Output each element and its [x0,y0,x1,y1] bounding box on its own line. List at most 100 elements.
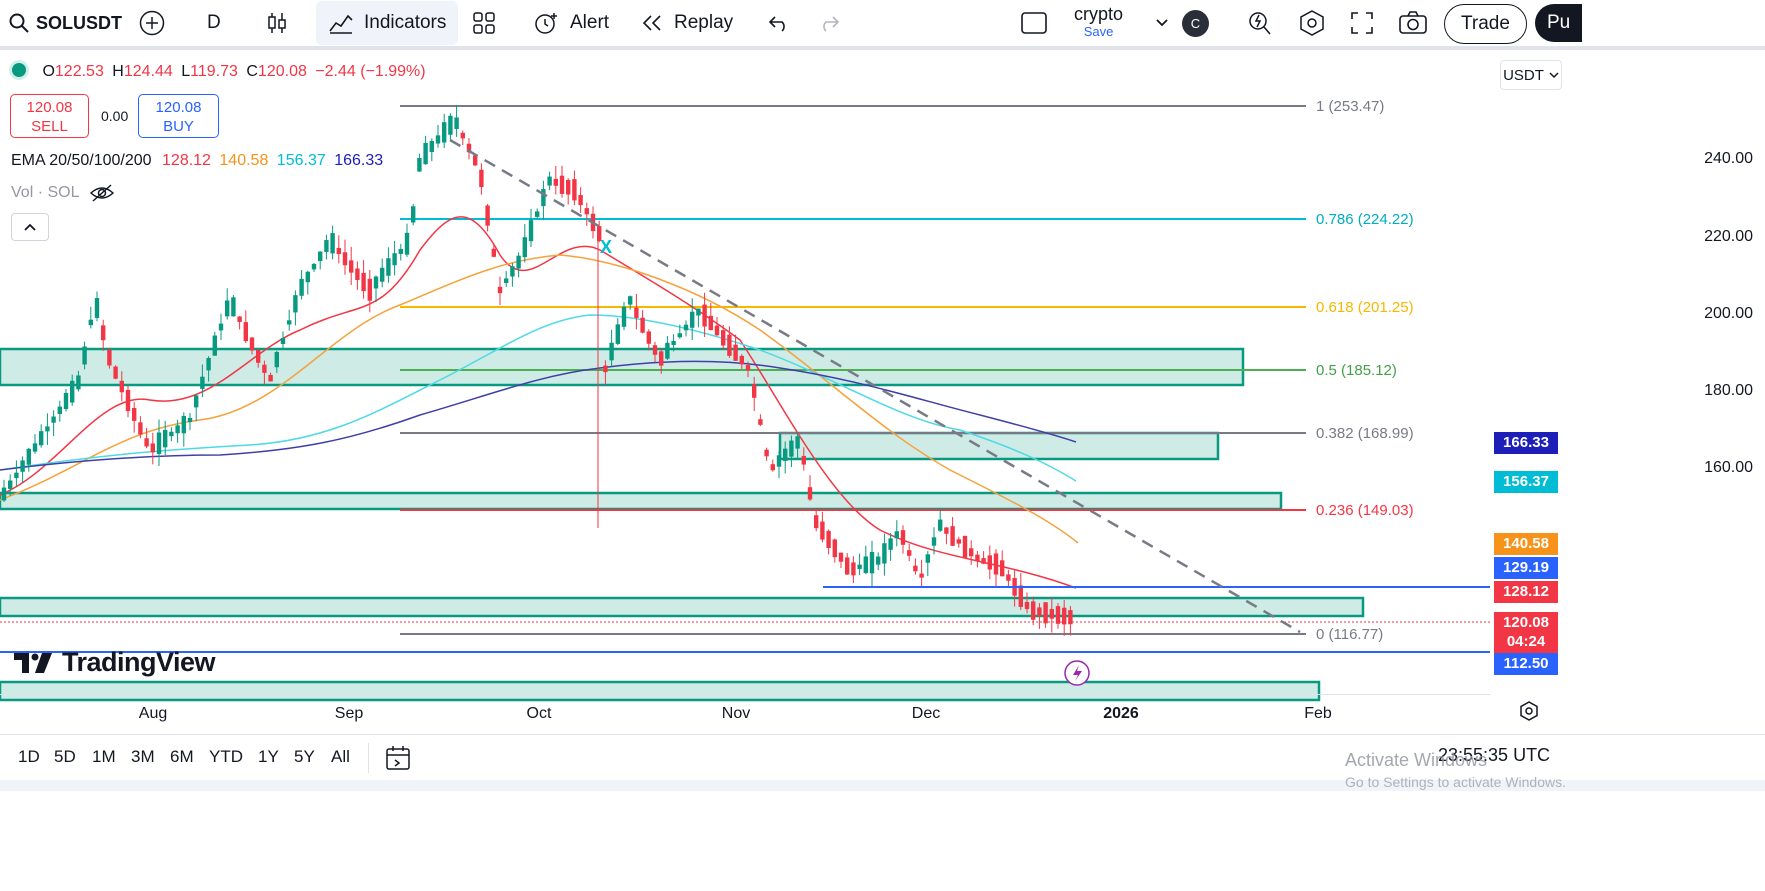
settings-button[interactable] [1298,0,1326,46]
high-value: 124.44 [123,63,173,80]
sell-label: SELL [31,118,68,135]
price-axis-label: 200.00 [1704,305,1753,322]
fib-level-label: 0.618 (201.25) [1316,299,1414,316]
candle [795,436,800,449]
candle [851,562,856,576]
candle [882,543,887,564]
user-avatar[interactable]: C [1182,0,1209,46]
compare-symbol-button[interactable] [139,0,165,46]
price-chart[interactable]: 1 (253.47) 0.786 (224.22) 0.618 (201.25) 0.… [0,50,1765,734]
close-label: C [246,63,258,80]
volume-legend[interactable]: Vol · SOL [11,183,115,203]
alert-button[interactable]: Alert [532,0,609,46]
candle [373,276,379,289]
candle [330,233,335,254]
collapse-legend-button[interactable] [11,213,49,241]
quick-search-button[interactable] [1247,0,1273,46]
candle [597,226,602,242]
range-5y[interactable]: 5Y [294,747,315,766]
axis-settings-button[interactable] [1518,700,1540,727]
candle [256,350,261,363]
windows-activation-hint: Go to Settings to activate Windows. [1345,774,1566,790]
ema20-price-tag: 128.12 [1494,581,1558,603]
range-3m[interactable]: 3M [131,747,155,766]
save-link[interactable]: Save [1083,24,1114,39]
fullscreen-button[interactable] [1350,0,1374,46]
eye-hidden-icon[interactable] [89,183,115,203]
clock[interactable]: 23:55:35 UTC [1438,745,1551,765]
candle [119,380,124,393]
redo-button[interactable] [817,0,841,46]
candle [473,155,478,166]
candle [566,180,571,195]
range-1m[interactable]: 1M [92,747,116,766]
candle [547,176,552,186]
range-6m[interactable]: 6M [170,747,194,766]
candle [993,553,999,575]
candle [510,266,515,277]
gear-hexagon-icon [1300,10,1324,36]
range-1y[interactable]: 1Y [258,747,279,766]
go-to-date-button[interactable] [384,744,412,777]
zone-rectangle [0,491,1283,511]
candle [212,335,217,356]
ohlc-legend: O122.53 H124.44 L119.73 C120.08 −2.44 (−… [12,63,426,81]
ema200-line [0,360,1077,471]
layout-menu-chevron[interactable] [1155,0,1169,46]
alarm-clock-icon [535,13,557,34]
snapshot-button[interactable] [1398,0,1428,46]
ema-legend[interactable]: EMA 20/50/100/200 128.12 140.58 156.37 1… [11,152,383,170]
candle [305,271,310,283]
candle [336,247,341,255]
symbol-name[interactable]: SOLUSDT [36,12,123,33]
candle [398,249,403,254]
candle [1049,609,1054,619]
indicators-button[interactable]: Indicators [316,1,459,45]
chart-pane[interactable]: 1 (253.47) 0.786 (224.22) 0.618 (201.25) 0.… [0,50,1765,734]
candle [243,322,248,342]
layout-name[interactable]: crypto Save [1074,0,1123,46]
low-value: 119.73 [190,63,238,80]
candle [163,429,168,448]
tradingview-logo[interactable]: TradingView [14,647,216,678]
candle [287,320,292,325]
chart-type-button[interactable] [264,0,290,46]
time-axis[interactable]: Aug Sep Oct Nov Dec 2026 Feb [0,694,1490,729]
candle [231,297,236,317]
trade-button[interactable]: Trade [1444,4,1527,44]
candle [311,263,317,270]
candle [448,115,453,135]
undo-button[interactable] [767,0,791,46]
candle [225,300,230,317]
range-1d[interactable]: 1D [18,747,40,766]
candle [485,205,490,226]
layout-select-button[interactable] [1020,0,1048,46]
candle [1031,601,1036,620]
candle [907,550,912,556]
grid-icon [473,12,495,34]
buy-button[interactable]: 120.08 BUY [138,94,219,138]
candle [237,316,242,322]
symbol-search[interactable]: SOLUSDT [8,0,122,46]
interval-button[interactable]: D [207,12,221,33]
currency-value: USDT [1503,66,1544,84]
replay-button[interactable]: Replay [640,0,733,46]
sell-button[interactable]: 120.08 SELL [10,94,89,138]
templates-button[interactable] [472,0,496,46]
candle [1,487,7,501]
candle [981,558,986,564]
range-ytd[interactable]: YTD [209,747,243,766]
currency-select[interactable]: USDT [1500,60,1562,90]
divider [368,743,369,773]
candle [776,455,782,467]
candle [107,349,112,366]
low-label: L [181,63,191,80]
range-5d[interactable]: 5D [54,747,76,766]
tradingview-logo-icon [14,652,52,673]
candle [175,425,180,434]
candle [1043,602,1048,624]
publish-button[interactable]: Pu [1535,4,1583,42]
plus-circle-icon [139,10,165,36]
range-all[interactable]: All [331,747,350,766]
candle [714,325,720,336]
